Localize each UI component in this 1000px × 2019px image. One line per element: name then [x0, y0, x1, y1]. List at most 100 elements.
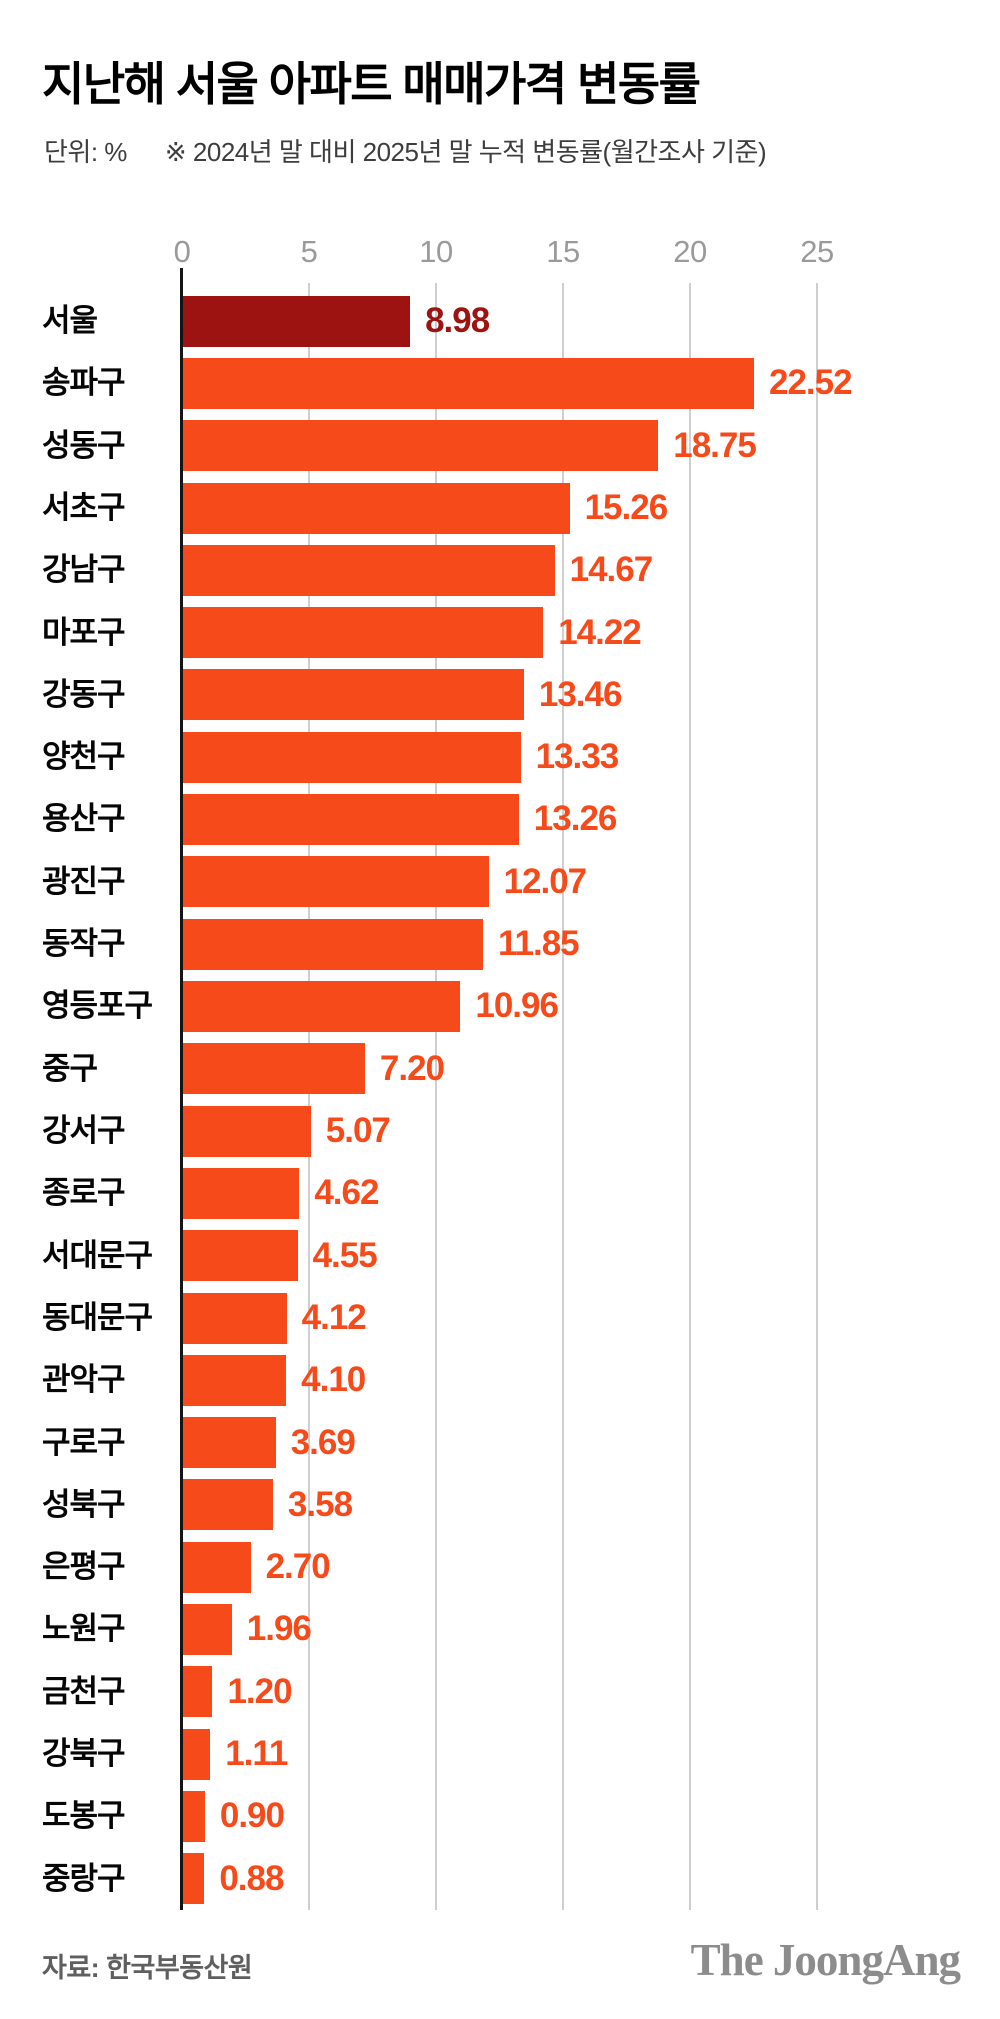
district-bar	[182, 794, 519, 846]
value-label: 0.88	[219, 1858, 284, 1898]
bar-row: 서초구 15.26	[0, 477, 1000, 539]
district-bar	[182, 482, 570, 534]
value-label: 10.96	[475, 986, 559, 1026]
district-bar	[182, 731, 521, 783]
district-bar	[182, 1354, 287, 1406]
category-label: 동대문구	[42, 1299, 153, 1335]
gridline	[562, 283, 564, 1910]
bar-row: 양천구 13.33	[0, 726, 1000, 788]
axis-tick-label: 10	[419, 234, 453, 269]
value-label: 1.11	[225, 1734, 288, 1774]
bar-row: 송파구 22.52	[0, 352, 1000, 414]
axis-tick-label: 25	[800, 234, 834, 269]
axis-tick-label: 20	[673, 234, 707, 269]
seoul-total-bar	[182, 295, 411, 347]
category-label: 성동구	[42, 427, 126, 463]
value-label: 14.67	[569, 550, 654, 590]
bar-row: 은평구 2.70	[0, 1536, 1000, 1598]
axis-tick-label: 0	[173, 234, 191, 269]
value-label: 13.26	[533, 799, 618, 839]
chart-subtitle: 단위: % ※ 2024년 말 대비 2025년 말 누적 변동률(월간조사 기준…	[44, 132, 767, 169]
value-label: 4.12	[301, 1297, 367, 1337]
value-label: 3.69	[290, 1422, 356, 1462]
gridline	[816, 283, 818, 1910]
category-label: 광진구	[42, 863, 126, 899]
value-label: 14.22	[558, 612, 642, 652]
value-label: 7.20	[379, 1048, 445, 1088]
bar-row: 관악구 4.10	[0, 1349, 1000, 1411]
category-label: 마포구	[42, 614, 126, 650]
district-bar	[182, 1853, 205, 1905]
category-label: 강북구	[42, 1736, 126, 1772]
bar-row: 금천구 1.20	[0, 1661, 1000, 1723]
district-bar	[182, 544, 555, 596]
value-label: 1.96	[246, 1609, 312, 1649]
bar-chart: 0 5 10 15 20 25 서울 8.98 송파구 22.52 성동구 18.75 서초구 15.26…	[0, 234, 1000, 1910]
axis-tick-label: 5	[300, 234, 318, 269]
unit-label: 단위: %	[44, 137, 127, 167]
district-bar	[182, 1728, 211, 1780]
category-label: 중구	[42, 1050, 98, 1086]
bar-row: 종로구 4.62	[0, 1162, 1000, 1224]
category-label: 용산구	[42, 801, 126, 837]
district-bar	[182, 1230, 298, 1282]
category-label: 서울	[42, 303, 98, 338]
value-label: 13.46	[538, 674, 623, 714]
value-label: 15.26	[584, 487, 669, 527]
district-bar	[182, 1666, 213, 1718]
category-label: 금천구	[42, 1673, 126, 1709]
bar-row: 영등포구 10.96	[0, 975, 1000, 1037]
value-label: 0.90	[219, 1796, 285, 1836]
bar-row: 강남구 14.67	[0, 539, 1000, 601]
category-label: 성북구	[42, 1486, 126, 1522]
value-label: 4.62	[314, 1173, 379, 1213]
district-bar	[182, 1043, 365, 1095]
value-label: 5.07	[325, 1111, 391, 1150]
y-axis-line	[180, 268, 183, 1910]
bar-row: 서대문구 4.55	[0, 1225, 1000, 1287]
value-label: 1.20	[227, 1671, 292, 1711]
joongang-logo: The JoongAng	[690, 1935, 961, 1985]
bar-row: 중랑구 0.88	[0, 1848, 1000, 1910]
category-label: 동작구	[42, 926, 126, 962]
value-label: 18.75	[673, 425, 757, 465]
bar-row: 강북구 1.11	[0, 1723, 1000, 1785]
district-bar	[182, 981, 461, 1033]
bar-row: 강서구 5.07	[0, 1100, 1000, 1162]
axis-tick-label: 15	[546, 234, 580, 269]
bar-row: 동대문구 4.12	[0, 1287, 1000, 1349]
category-label: 강서구	[42, 1113, 126, 1148]
category-label: 관악구	[42, 1362, 126, 1398]
value-label: 8.98	[425, 301, 490, 340]
category-label: 서초구	[42, 489, 126, 525]
category-label: 영등포구	[42, 988, 153, 1024]
value-label: 3.58	[287, 1484, 353, 1524]
category-label: 송파구	[42, 365, 126, 401]
bar-row: 중구 7.20	[0, 1038, 1000, 1100]
value-label: 22.52	[769, 363, 853, 403]
gridline	[435, 283, 437, 1910]
bar-row: 강동구 13.46	[0, 664, 1000, 726]
category-label: 강남구	[42, 552, 126, 588]
district-bar	[182, 420, 659, 472]
category-label: 서대문구	[42, 1237, 153, 1273]
bar-row: 구로구 3.69	[0, 1412, 1000, 1474]
bar-row: 성북구 3.58	[0, 1474, 1000, 1536]
bar-row: 동작구 11.85	[0, 913, 1000, 975]
page-title: 지난해 서울 아파트 매매가격 변동률	[42, 58, 701, 110]
category-label: 강동구	[42, 676, 126, 712]
category-label: 종로구	[42, 1175, 126, 1211]
gridline	[308, 283, 310, 1910]
value-label: 2.70	[265, 1547, 331, 1587]
district-bar	[182, 1105, 311, 1157]
district-bar	[182, 357, 754, 409]
district-bar	[182, 918, 483, 970]
value-label: 4.10	[301, 1360, 366, 1400]
bar-row: 용산구 13.26	[0, 788, 1000, 850]
district-bar	[182, 669, 524, 721]
category-label: 구로구	[42, 1424, 126, 1460]
value-label: 4.55	[312, 1235, 378, 1275]
subtitle-note: ※ 2024년 말 대비 2025년 말 누적 변동률(월간조사 기준)	[164, 137, 767, 167]
bar-row: 성동구 18.75	[0, 415, 1000, 477]
district-bar	[182, 1417, 276, 1469]
